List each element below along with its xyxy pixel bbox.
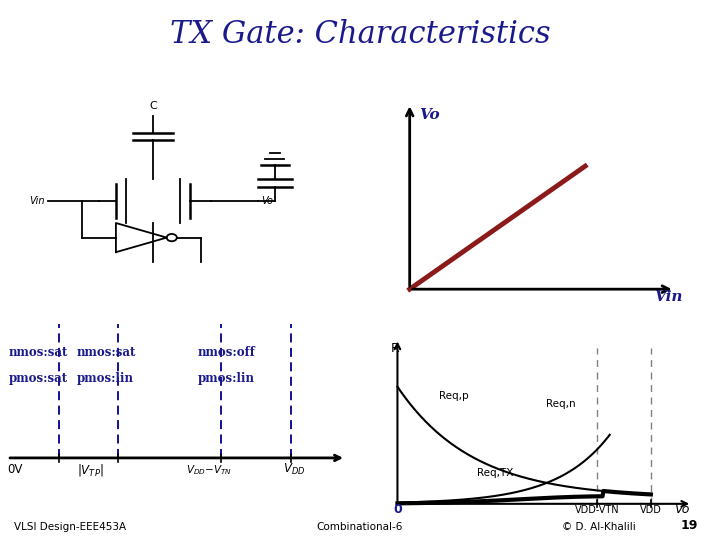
Text: 0: 0 xyxy=(393,503,402,516)
Text: nmos:sat: nmos:sat xyxy=(76,346,135,360)
Text: 19: 19 xyxy=(681,519,698,532)
Text: Req,TX: Req,TX xyxy=(477,468,513,478)
Text: $V_{DD}$$-$$V_{TN}$: $V_{DD}$$-$$V_{TN}$ xyxy=(186,463,233,477)
Text: Vo: Vo xyxy=(420,108,440,122)
Text: pmos:lin: pmos:lin xyxy=(76,372,133,386)
Text: R: R xyxy=(391,342,400,355)
Text: pmos:sat: pmos:sat xyxy=(9,372,68,386)
Text: Vo: Vo xyxy=(261,196,274,206)
Text: $V_{DD}$: $V_{DD}$ xyxy=(283,462,305,477)
Text: VLSI Design-EEE453A: VLSI Design-EEE453A xyxy=(14,522,127,532)
Text: nmos:sat: nmos:sat xyxy=(9,346,68,360)
Text: Vo: Vo xyxy=(673,503,689,516)
Text: VDD-VTN: VDD-VTN xyxy=(575,505,619,515)
Text: TX Gate: Characteristics: TX Gate: Characteristics xyxy=(170,19,550,50)
Text: Req,n: Req,n xyxy=(546,399,576,409)
Text: VDD: VDD xyxy=(640,505,662,515)
Text: C: C xyxy=(149,101,157,111)
Text: Req,p: Req,p xyxy=(438,391,468,401)
Text: 0V: 0V xyxy=(7,463,22,476)
Text: © D. Al-Khalili: © D. Al-Khalili xyxy=(562,522,635,532)
Text: $|V_{TP}|$: $|V_{TP}|$ xyxy=(77,462,104,477)
Text: Vin: Vin xyxy=(654,290,683,304)
Text: nmos:off: nmos:off xyxy=(197,346,255,360)
Text: Combinational-6: Combinational-6 xyxy=(317,522,403,532)
Text: pmos:lin: pmos:lin xyxy=(197,372,254,386)
Text: Vin: Vin xyxy=(30,196,45,206)
